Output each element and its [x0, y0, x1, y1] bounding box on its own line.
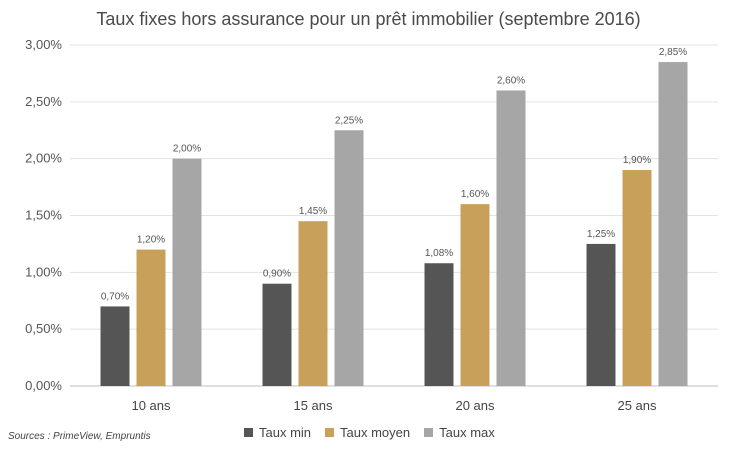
bar [298, 221, 328, 386]
data-label: 2,00% [173, 144, 201, 155]
bar [334, 130, 364, 386]
data-label: 1,20% [137, 235, 165, 246]
bar [496, 90, 526, 386]
y-tick-label: 2,00% [25, 151, 62, 166]
legend-label-taux-max: Taux max [439, 425, 495, 440]
y-tick-label: 0,00% [25, 378, 62, 393]
data-label: 1,90% [623, 155, 651, 166]
data-label: 1,45% [299, 206, 327, 217]
data-label: 0,70% [101, 291, 129, 302]
data-label: 2,25% [335, 115, 363, 126]
legend-item-taux-min: Taux min [244, 425, 311, 440]
legend: Taux min Taux moyen Taux max [244, 425, 495, 440]
legend-swatch-taux-max [424, 428, 434, 437]
data-label: 1,08% [425, 248, 453, 259]
bar [586, 243, 616, 386]
source-note: Sources : PrimeView, Empruntis [8, 431, 151, 442]
data-label: 1,60% [461, 189, 489, 200]
bar [262, 283, 292, 386]
legend-label-taux-min: Taux min [259, 425, 312, 440]
x-category-label: 10 ans [131, 398, 171, 413]
legend-swatch-taux-min [244, 428, 253, 437]
legend-label-taux-moyen: Taux moyen [340, 425, 411, 440]
bar [658, 62, 688, 387]
legend-item-taux-max: Taux max [424, 425, 495, 440]
y-tick-label: 1,50% [25, 208, 62, 223]
bar [136, 249, 166, 386]
legend-swatch-taux-moyen [325, 428, 335, 437]
data-label: 0,90% [263, 269, 291, 280]
data-label: 2,60% [497, 75, 525, 86]
chart-title: Taux fixes hors assurance pour un prêt i… [96, 9, 641, 29]
y-tick-label: 3,00% [25, 37, 62, 52]
data-label: 2,85% [659, 47, 687, 58]
y-tick-label: 0,50% [25, 321, 62, 336]
bar [622, 170, 652, 386]
bar [424, 263, 454, 386]
legend-item-taux-moyen: Taux moyen [325, 425, 410, 440]
y-tick-label: 1,00% [25, 264, 62, 279]
x-category-label: 15 ans [293, 398, 333, 413]
x-category-label: 20 ans [455, 398, 495, 413]
bar [460, 204, 490, 386]
bar [100, 306, 130, 386]
bar [172, 158, 202, 386]
x-category-label: 25 ans [617, 398, 657, 413]
data-label: 1,25% [587, 229, 615, 240]
y-tick-label: 2,50% [25, 94, 62, 109]
